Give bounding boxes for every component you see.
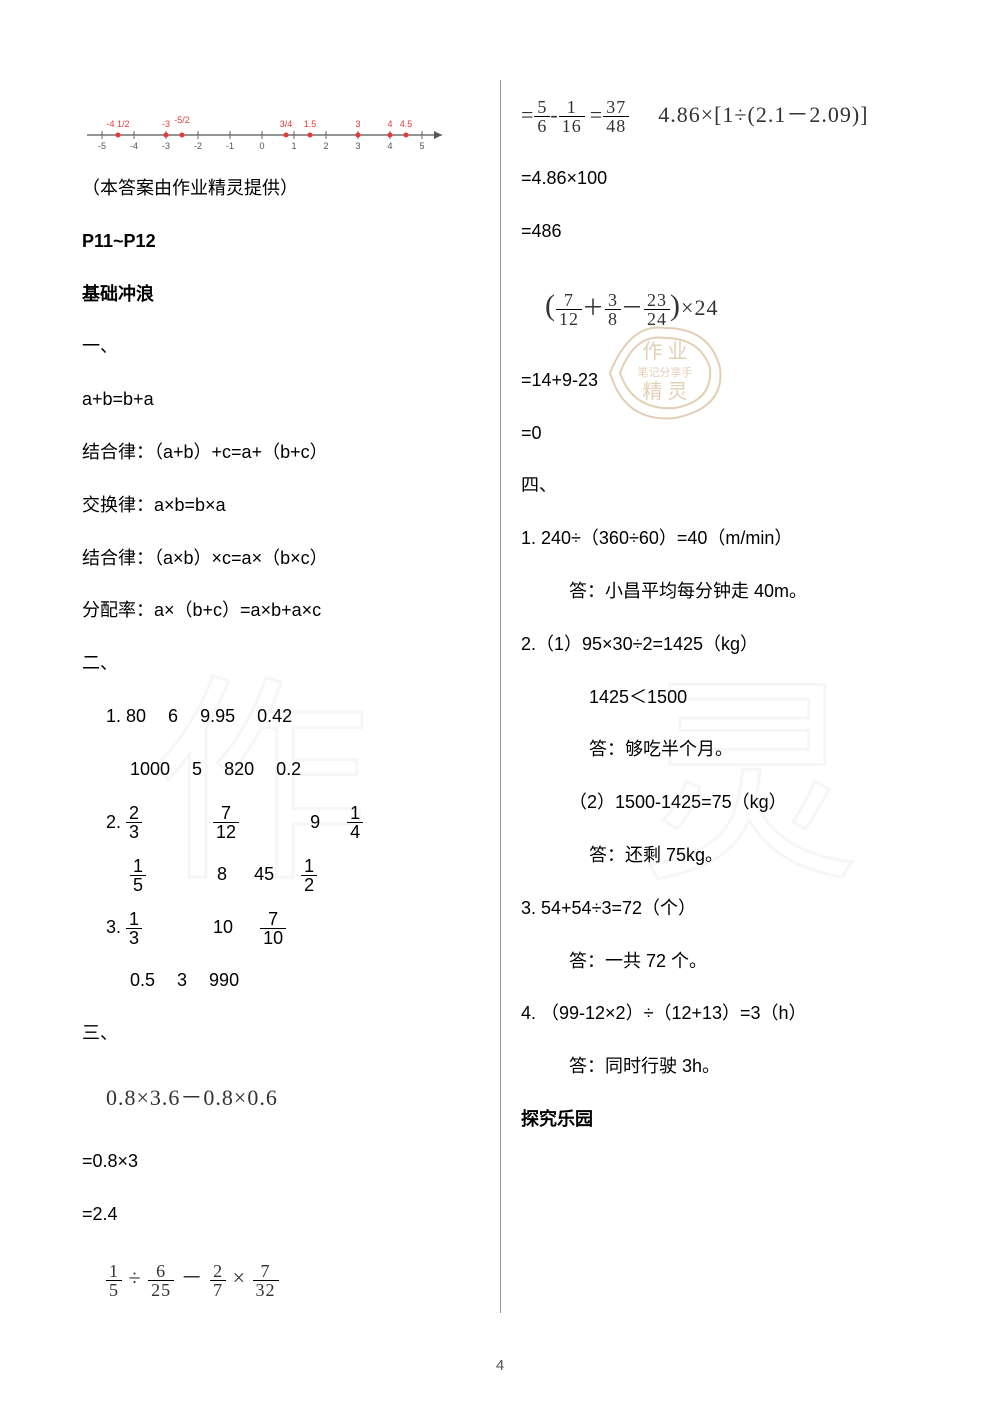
svg-text:4.5: 4.5 bbox=[400, 119, 413, 129]
expr4-step1: =14+9-23 bbox=[521, 357, 918, 404]
a2b: 答：还剩 75kg。 bbox=[521, 832, 918, 879]
a3: 答：一共 72 个。 bbox=[521, 938, 918, 985]
svg-text:1.5: 1.5 bbox=[304, 119, 317, 129]
law-commut-add: a+b=b+a bbox=[82, 376, 470, 423]
heading-two: 二、 bbox=[82, 640, 470, 687]
svg-text:4: 4 bbox=[387, 141, 392, 151]
section-explore: 探究乐园 bbox=[521, 1096, 918, 1143]
expr4-step2: =0 bbox=[521, 410, 918, 457]
svg-text:5: 5 bbox=[419, 141, 424, 151]
page-number: 4 bbox=[496, 1357, 504, 1374]
svg-text:2: 2 bbox=[323, 141, 328, 151]
svg-text:4: 4 bbox=[387, 119, 392, 129]
svg-text:-1: -1 bbox=[226, 141, 234, 151]
expr1-step1: =0.8×3 bbox=[82, 1138, 470, 1185]
caption: （本答案由作业精灵提供） bbox=[82, 165, 470, 212]
expr4: (712＋38－2324)×24 bbox=[521, 267, 718, 345]
svg-text:-5: -5 bbox=[98, 141, 106, 151]
page-range: P11~P12 bbox=[82, 218, 470, 265]
row-1b: 100058200.2 bbox=[82, 746, 470, 793]
law-distrib: 分配率：a×（b+c）=a×b+a×c bbox=[82, 587, 470, 634]
svg-text:-5/2: -5/2 bbox=[174, 115, 190, 125]
svg-text:-3: -3 bbox=[162, 119, 170, 129]
q2cmp: 1425＜1500 bbox=[521, 674, 918, 721]
heading-three: 三、 bbox=[82, 1010, 470, 1057]
numline-dynamic: -5 -4 -3 -2 -1 0 1 2 3 4 5 -4 1/2 -3 -5/2 3/4 1.5 3 4 4.5 bbox=[98, 115, 425, 151]
heading-one: 一、 bbox=[82, 323, 470, 370]
svg-text:-4: -4 bbox=[130, 141, 138, 151]
q1: 1. 240÷（360÷60）=40（m/min） bbox=[521, 515, 918, 562]
right-column: =56-116 =3748 4.86×[1÷(2.1－2.09)] =4.86×… bbox=[500, 80, 930, 1313]
row-3b: 0.53990 bbox=[82, 957, 470, 1004]
svg-text:-3: -3 bbox=[162, 141, 170, 151]
heading-four: 四、 bbox=[521, 462, 918, 509]
law-assoc-add: 结合律：（a+b）+c=a+（b+c） bbox=[82, 429, 470, 476]
a4: 答：同时行驶 3h。 bbox=[521, 1043, 918, 1090]
svg-text:3: 3 bbox=[355, 119, 360, 129]
expr3: 4.86×[1÷(2.1－2.09)] bbox=[634, 86, 868, 143]
row-1a: 1. 8069.950.42 bbox=[82, 693, 470, 740]
svg-text:-4 1/2: -4 1/2 bbox=[106, 119, 129, 129]
law-commut-mul: 交换律：a×b=b×a bbox=[82, 482, 470, 529]
left-column: -5-4-3-2-1012345-4 1/2-3-5/23/41.5344.5 … bbox=[70, 80, 500, 1313]
q4: 4. （99-12×2）÷（12+13）=3（h） bbox=[521, 990, 918, 1037]
q2a: 2.（1）95×30÷2=1425（kg） bbox=[521, 621, 918, 668]
expr2: 15 ÷ 625 － 27 × 732 bbox=[82, 1249, 279, 1306]
q2b: （2）1500-1425=75（kg） bbox=[521, 779, 918, 826]
expr1: 0.8×3.6－0.8×0.6 bbox=[82, 1069, 278, 1126]
page: 作 灵 作 业 笔记分享手 精 灵 bbox=[0, 0, 1000, 1353]
svg-text:3: 3 bbox=[355, 141, 360, 151]
expr3-step1: =4.86×100 bbox=[521, 155, 918, 202]
row-3a: 3. 13 10 710 bbox=[82, 904, 470, 951]
q3: 3. 54+54÷3=72（个） bbox=[521, 885, 918, 932]
number-line: -5 -4 -3 -2 -1 0 1 2 3 4 5 -4 1/2 -3 -5/2 3/4 1.5 3 4 4.5 bbox=[82, 100, 470, 155]
section-base: 基础冲浪 bbox=[82, 271, 470, 318]
expr3-step2: =486 bbox=[521, 208, 918, 255]
expr2-step2: =3748 bbox=[590, 86, 629, 143]
law-assoc-mul: 结合律：（a×b）×c=a×（b×c） bbox=[82, 535, 470, 582]
expr1-step2: =2.4 bbox=[82, 1191, 470, 1238]
a2a: 答：够吃半个月。 bbox=[521, 726, 918, 773]
a1: 答：小昌平均每分钟走 40m。 bbox=[521, 568, 918, 615]
svg-text:1: 1 bbox=[291, 141, 296, 151]
row-2b: 15 8 45 12 bbox=[82, 851, 470, 898]
row-2a: 2. 23 712 9 14 bbox=[82, 799, 470, 846]
expr2-step1: =56-116 bbox=[521, 86, 585, 143]
svg-text:0: 0 bbox=[259, 141, 264, 151]
svg-text:3/4: 3/4 bbox=[280, 119, 293, 129]
svg-text:-2: -2 bbox=[194, 141, 202, 151]
